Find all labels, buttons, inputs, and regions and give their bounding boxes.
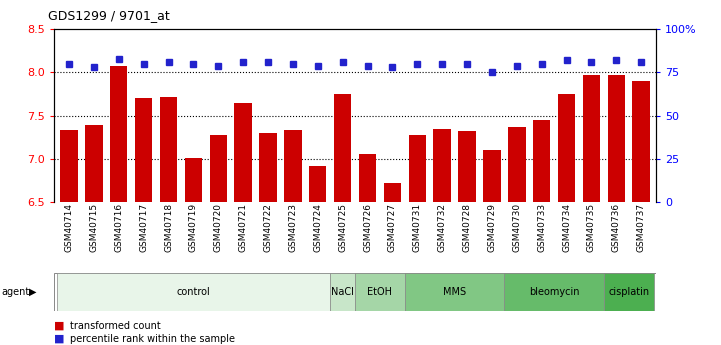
Text: percentile rank within the sample: percentile rank within the sample: [70, 334, 235, 344]
Text: GSM40731: GSM40731: [413, 203, 422, 252]
Text: GSM40728: GSM40728: [463, 203, 472, 252]
Text: GDS1299 / 9701_at: GDS1299 / 9701_at: [48, 9, 170, 22]
Text: GSM40721: GSM40721: [239, 203, 247, 252]
Bar: [632, 81, 650, 202]
Bar: [359, 155, 376, 202]
Text: GSM40716: GSM40716: [114, 203, 123, 252]
Bar: [284, 130, 301, 202]
Bar: [309, 166, 327, 202]
Bar: [334, 94, 351, 202]
Text: GSM40718: GSM40718: [164, 203, 173, 252]
Bar: [160, 97, 177, 202]
Text: GSM40726: GSM40726: [363, 203, 372, 252]
Text: EtOH: EtOH: [368, 287, 392, 296]
FancyBboxPatch shape: [405, 273, 505, 310]
Text: GSM40737: GSM40737: [637, 203, 646, 252]
Text: cisplatin: cisplatin: [609, 287, 650, 296]
Bar: [110, 66, 128, 202]
Text: ▶: ▶: [29, 287, 36, 296]
Bar: [459, 131, 476, 202]
Text: agent: agent: [1, 287, 30, 296]
Text: MMS: MMS: [443, 287, 466, 296]
Text: GSM40720: GSM40720: [213, 203, 223, 252]
Bar: [409, 136, 426, 202]
Text: GSM40727: GSM40727: [388, 203, 397, 252]
Text: transformed count: transformed count: [70, 321, 161, 331]
Text: GSM40733: GSM40733: [537, 203, 547, 252]
Bar: [558, 94, 575, 202]
Bar: [135, 98, 152, 202]
Text: NaCl: NaCl: [331, 287, 354, 296]
Text: bleomycin: bleomycin: [529, 287, 580, 296]
Bar: [185, 158, 202, 202]
Bar: [210, 135, 227, 202]
Text: GSM40714: GSM40714: [64, 203, 74, 252]
Text: GSM40734: GSM40734: [562, 203, 571, 252]
FancyBboxPatch shape: [330, 273, 355, 310]
Text: GSM40723: GSM40723: [288, 203, 297, 252]
Bar: [533, 120, 550, 202]
Text: GSM40722: GSM40722: [263, 203, 273, 252]
FancyBboxPatch shape: [604, 273, 654, 310]
FancyBboxPatch shape: [56, 273, 330, 310]
Bar: [234, 103, 252, 202]
Text: GSM40717: GSM40717: [139, 203, 148, 252]
Text: GSM40736: GSM40736: [612, 203, 621, 252]
Bar: [61, 130, 78, 202]
Bar: [483, 150, 500, 202]
Bar: [583, 75, 600, 202]
Text: GSM40729: GSM40729: [487, 203, 497, 252]
Bar: [433, 129, 451, 202]
Bar: [85, 125, 102, 202]
Text: GSM40735: GSM40735: [587, 203, 596, 252]
Text: control: control: [177, 287, 211, 296]
Text: ■: ■: [54, 321, 65, 331]
Bar: [508, 127, 526, 202]
FancyBboxPatch shape: [355, 273, 405, 310]
Text: GSM40719: GSM40719: [189, 203, 198, 252]
Text: ■: ■: [54, 334, 65, 344]
Bar: [608, 75, 625, 202]
Text: GSM40725: GSM40725: [338, 203, 347, 252]
Text: GSM40724: GSM40724: [314, 203, 322, 252]
Text: GSM40730: GSM40730: [513, 203, 521, 252]
Bar: [384, 183, 401, 202]
Text: GSM40715: GSM40715: [89, 203, 98, 252]
Bar: [260, 133, 277, 202]
Text: GSM40732: GSM40732: [438, 203, 447, 252]
FancyBboxPatch shape: [505, 273, 604, 310]
